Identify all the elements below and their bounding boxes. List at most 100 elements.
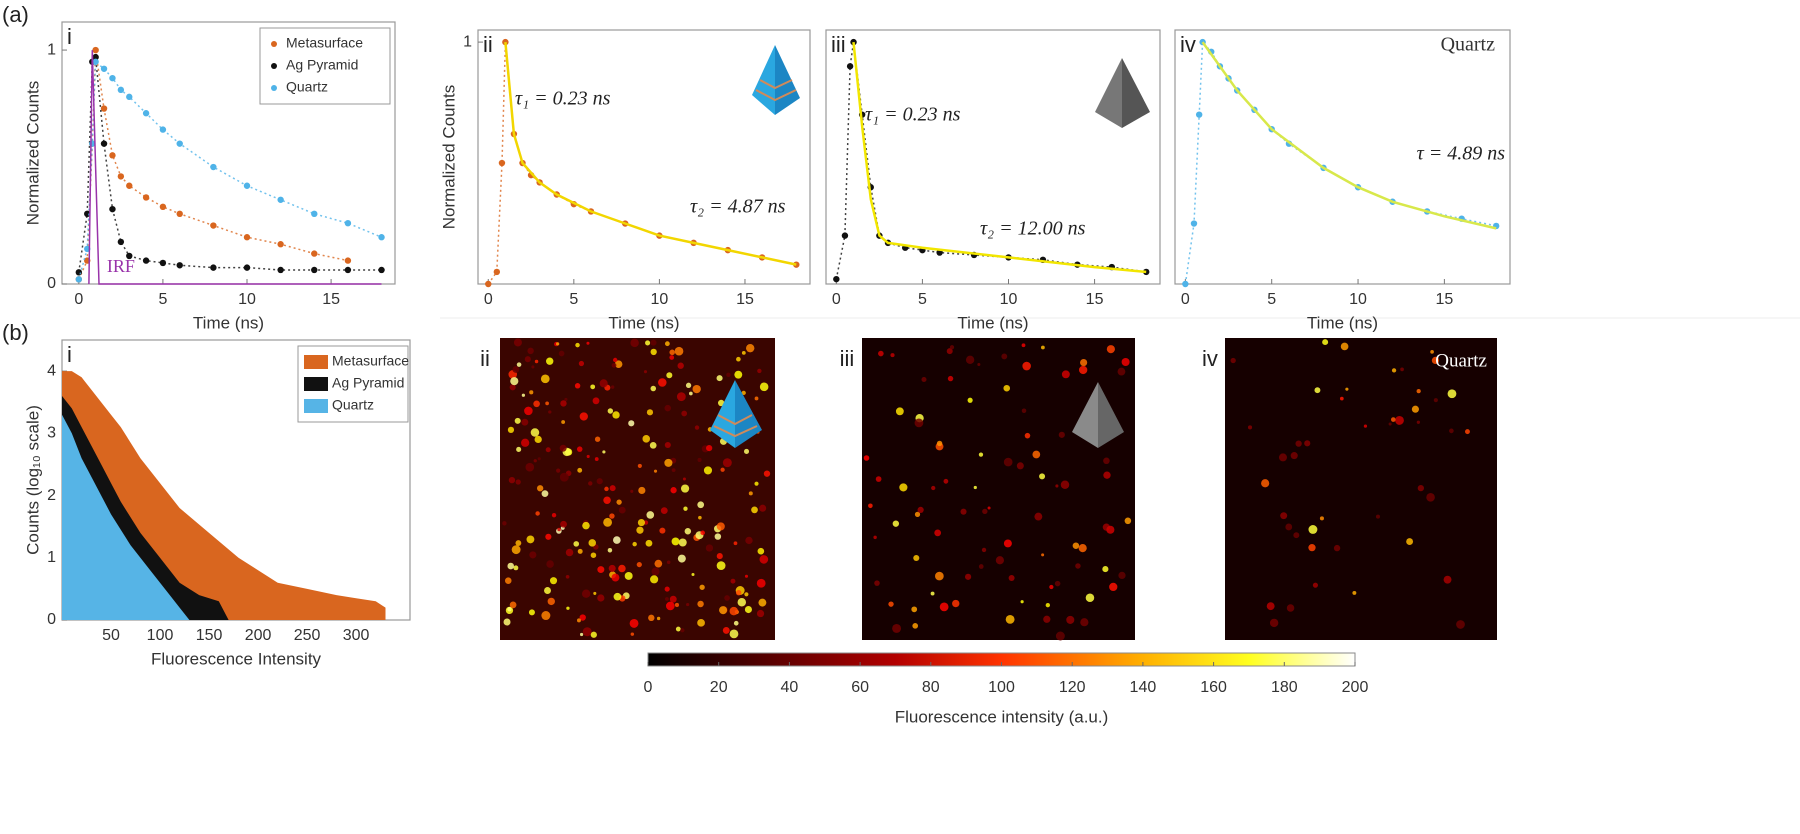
map-spot bbox=[645, 340, 651, 346]
map-spot bbox=[1322, 339, 1329, 346]
map-spot bbox=[516, 362, 522, 367]
map-spot bbox=[1049, 584, 1054, 590]
map-spot bbox=[564, 397, 568, 402]
map-spot bbox=[502, 521, 507, 526]
map-spot bbox=[513, 565, 519, 571]
map-spot bbox=[1295, 440, 1302, 447]
map-spot bbox=[577, 548, 583, 554]
map-spot bbox=[1339, 396, 1344, 401]
x-tick-label: 0 bbox=[1181, 291, 1190, 308]
x-tick-label: 50 bbox=[102, 627, 120, 644]
map-spot bbox=[757, 368, 762, 374]
data-point bbox=[109, 205, 116, 213]
map-spot bbox=[599, 379, 608, 388]
data-point bbox=[159, 259, 167, 267]
map-spot bbox=[576, 446, 583, 452]
map-spot bbox=[611, 362, 617, 368]
data-point bbox=[109, 74, 116, 82]
map-spot bbox=[525, 462, 535, 472]
map-spot bbox=[504, 577, 512, 584]
map-spot bbox=[603, 517, 612, 527]
map-spot bbox=[664, 404, 671, 412]
data-point bbox=[142, 257, 150, 264]
x-axis-label: Fluorescence Intensity bbox=[151, 649, 322, 668]
x-tick-label: 5 bbox=[158, 291, 167, 308]
x-tick-label: 5 bbox=[1267, 291, 1276, 308]
map-spot bbox=[531, 365, 535, 369]
x-axis-label: Time (ns) bbox=[608, 313, 679, 332]
map-spot bbox=[602, 450, 606, 454]
map-spot bbox=[1443, 575, 1452, 584]
map-spot bbox=[1055, 484, 1059, 488]
map-spot bbox=[573, 541, 580, 547]
map-spot bbox=[664, 586, 670, 592]
map-spot bbox=[618, 506, 626, 514]
x-tick-label: 150 bbox=[196, 627, 223, 644]
legend-marker bbox=[271, 85, 277, 91]
pyramid-icon-gray-map bbox=[1072, 382, 1124, 448]
legend-marker bbox=[271, 63, 277, 69]
map-spot bbox=[545, 447, 551, 453]
map-spot bbox=[1247, 425, 1253, 430]
data-point bbox=[176, 262, 183, 269]
map-spot bbox=[556, 342, 560, 346]
map-spot bbox=[577, 467, 583, 473]
map-spot bbox=[654, 559, 663, 568]
map-spot bbox=[579, 632, 584, 637]
map-spot bbox=[1106, 345, 1115, 354]
legend-marker bbox=[271, 41, 277, 47]
map-spot bbox=[1043, 615, 1051, 623]
map-spot bbox=[741, 350, 746, 355]
map-spot bbox=[681, 410, 688, 417]
map-spot bbox=[665, 601, 675, 611]
map-spot bbox=[529, 551, 537, 559]
map-spot bbox=[730, 578, 736, 584]
map-spot bbox=[890, 353, 895, 358]
map-spot bbox=[613, 536, 621, 544]
y-axis-label: Normalized Counts bbox=[23, 81, 42, 226]
data-point bbox=[100, 140, 108, 147]
colorbar-tick-label: 180 bbox=[1271, 679, 1298, 696]
map-spot bbox=[1416, 420, 1420, 424]
map-spot bbox=[1103, 457, 1110, 465]
map-spot bbox=[632, 541, 637, 547]
map-spot bbox=[636, 562, 642, 568]
map-spot bbox=[1078, 365, 1088, 375]
map-spot bbox=[964, 573, 972, 580]
map-spot bbox=[565, 548, 574, 557]
map-spot bbox=[613, 592, 622, 601]
pyramid-icon-blue-map bbox=[710, 380, 762, 448]
map-spot bbox=[611, 573, 620, 582]
map-spot bbox=[630, 489, 634, 493]
map-spot bbox=[1075, 563, 1081, 569]
map-spot bbox=[1045, 602, 1050, 608]
map-spot bbox=[575, 342, 580, 348]
map-spot bbox=[624, 571, 633, 580]
map-spot bbox=[875, 476, 882, 482]
annotation: τ₂ = 4.87 ns bbox=[690, 196, 786, 218]
map-spot bbox=[967, 397, 973, 403]
map-spot bbox=[594, 436, 601, 442]
map-spot bbox=[516, 446, 522, 452]
data-point bbox=[277, 266, 284, 274]
map-spot bbox=[643, 520, 649, 525]
map-spot bbox=[547, 597, 555, 606]
map-spot bbox=[930, 591, 935, 596]
map-spot bbox=[863, 455, 870, 461]
map-spot bbox=[649, 441, 657, 449]
map-spot bbox=[586, 341, 590, 345]
map-spot bbox=[965, 355, 975, 365]
legend-box bbox=[259, 27, 391, 105]
map-spot bbox=[724, 595, 730, 601]
map-spot bbox=[545, 401, 549, 406]
map-spot bbox=[608, 564, 616, 572]
map-spot bbox=[1375, 514, 1381, 519]
map-spot bbox=[1005, 614, 1015, 624]
map-spot bbox=[978, 452, 984, 457]
data-point bbox=[1143, 268, 1150, 276]
map-spot bbox=[524, 406, 533, 416]
map-spot bbox=[949, 345, 955, 350]
map-spot bbox=[1003, 384, 1011, 392]
fit-line bbox=[852, 41, 1147, 274]
map-spot bbox=[514, 417, 521, 424]
